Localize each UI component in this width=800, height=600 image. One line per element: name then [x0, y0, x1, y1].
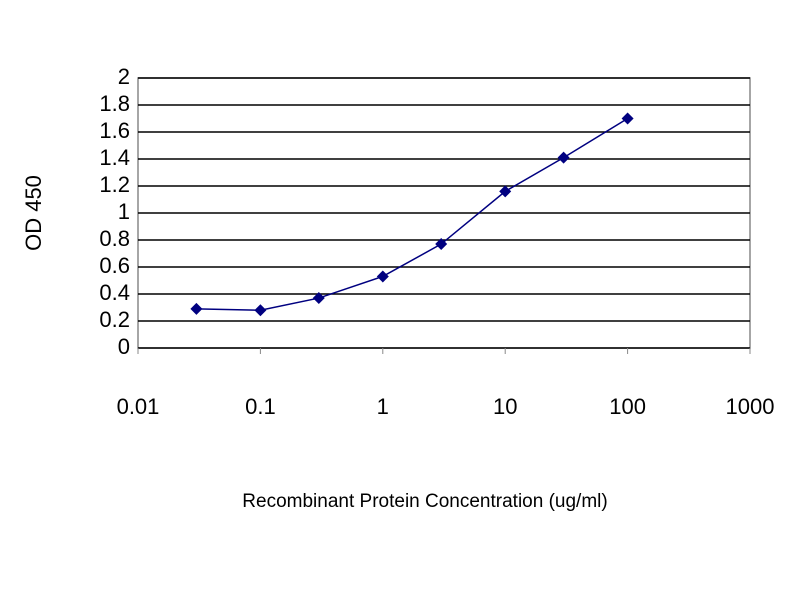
- x-tick-label: 1: [377, 394, 389, 419]
- y-tick-label: 2: [118, 64, 130, 89]
- y-tick-label: 0.6: [99, 253, 130, 278]
- x-tick-label: 10: [493, 394, 517, 419]
- y-tick-label: 1.4: [99, 145, 130, 170]
- data-point: [376, 270, 389, 283]
- data-point: [557, 151, 570, 164]
- y-tick-label: 1.6: [99, 118, 130, 143]
- data-point: [621, 112, 634, 125]
- data-point: [312, 292, 325, 305]
- x-axis-title: Recombinant Protein Concentration (ug/ml…: [242, 491, 607, 512]
- y-tick-label: 1: [118, 199, 130, 224]
- data-point: [254, 304, 267, 317]
- y-tick-label: 0.8: [99, 226, 130, 251]
- y-tick-label: 1.2: [99, 172, 130, 197]
- x-tick-label: 0.01: [117, 394, 160, 419]
- x-tick-label: 1000: [726, 394, 775, 419]
- y-tick-label: 0: [118, 334, 130, 359]
- y-tick-label: 1.8: [99, 91, 130, 116]
- series-line: [196, 117, 628, 311]
- x-tick-label: 0.1: [245, 394, 276, 419]
- y-tick-label: 0.2: [99, 307, 130, 332]
- data-point: [190, 302, 203, 315]
- y-tick-label: 0.4: [99, 280, 130, 305]
- data-point: [499, 185, 512, 198]
- x-tick-label: 100: [609, 394, 646, 419]
- y-axis-title: OD 450: [21, 175, 46, 251]
- data-point: [435, 238, 448, 251]
